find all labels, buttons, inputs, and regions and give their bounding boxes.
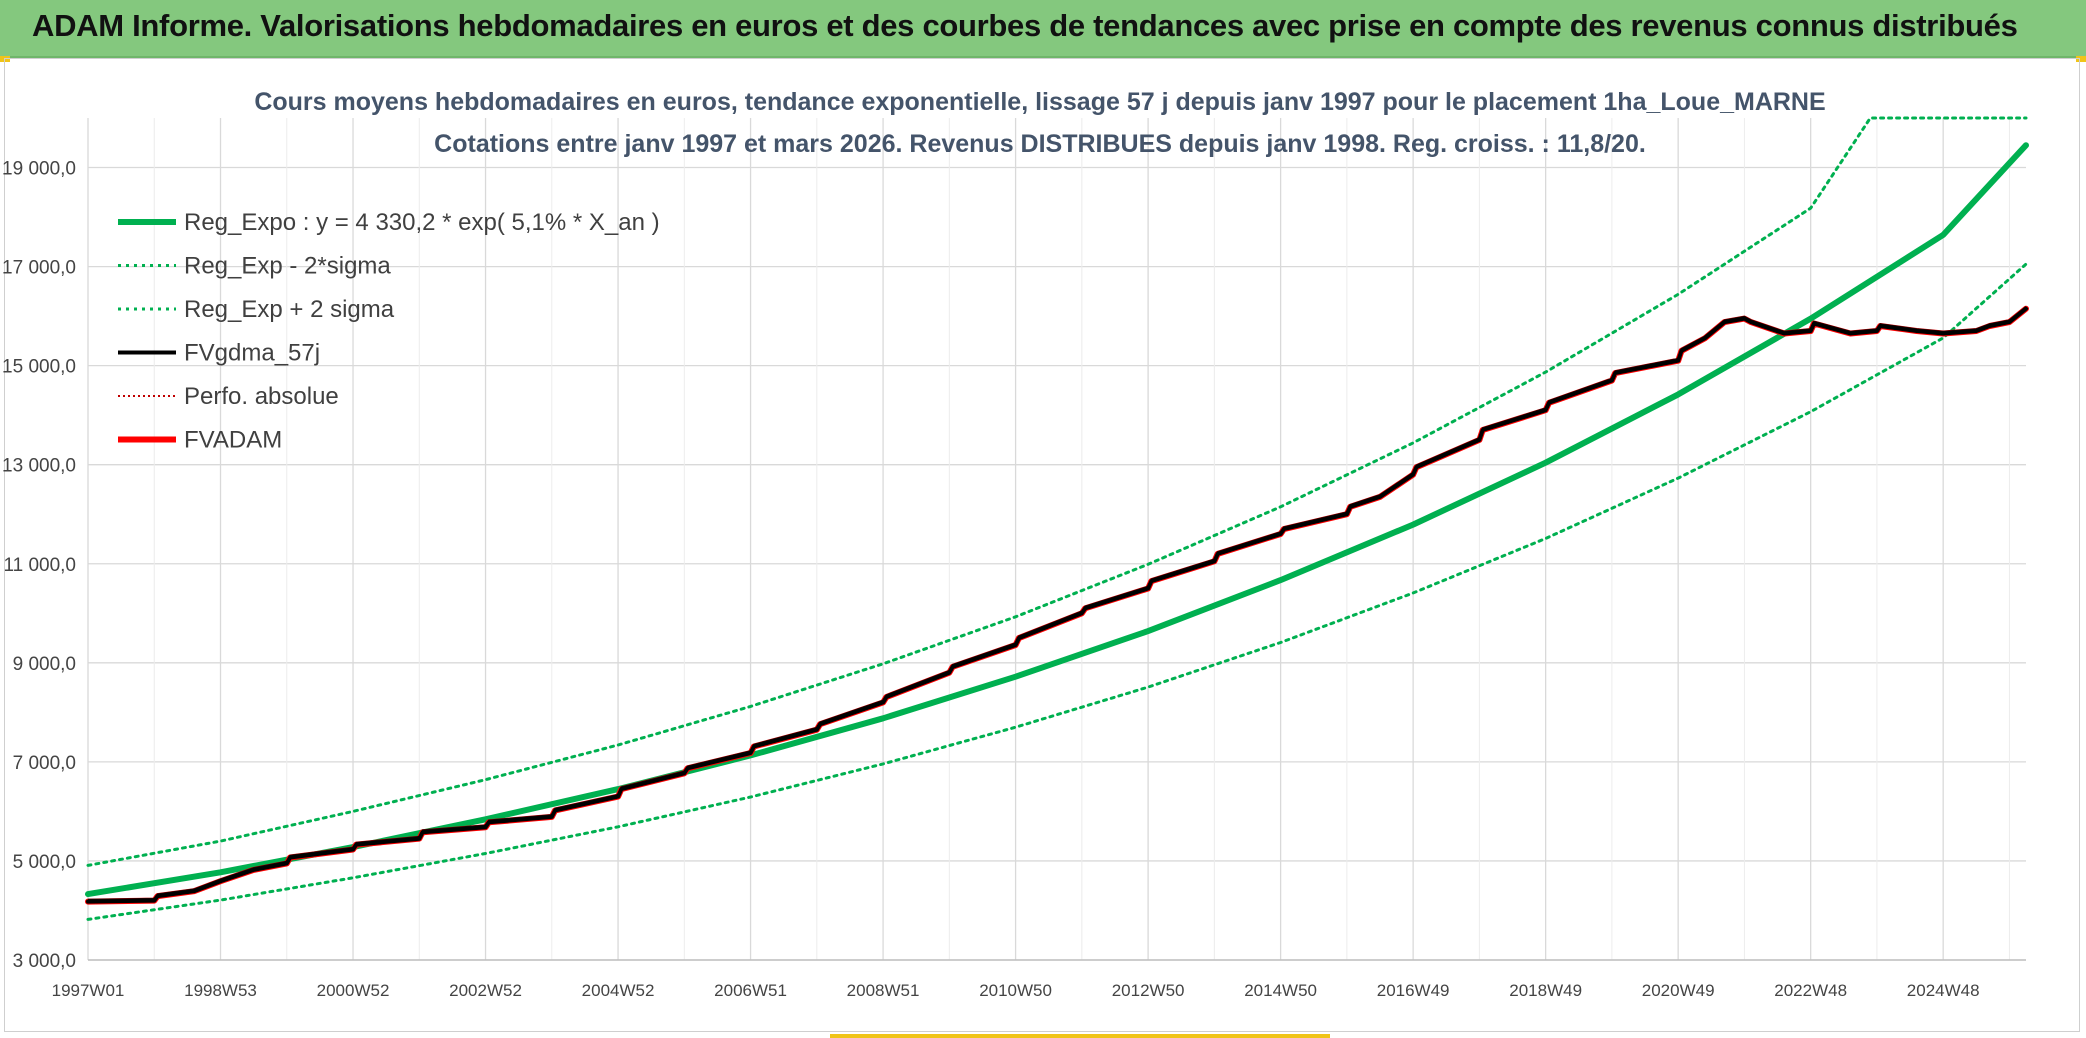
series-line-fvgdma-57j xyxy=(86,306,2028,904)
y-tick-label: 7 000,0 xyxy=(13,753,76,774)
y-tick-label: 9 000,0 xyxy=(13,654,76,675)
chart-title: Cours moyens hebdomadaires en euros, ten… xyxy=(254,88,1825,116)
series-line-reg-exp-2-sigma xyxy=(86,116,2028,867)
corner-marker-left xyxy=(0,56,10,62)
series-line-reg-exp-2-sigma xyxy=(86,262,2028,921)
x-tick-label: 2016W49 xyxy=(1377,981,1450,1000)
y-tick-label: 11 000,0 xyxy=(3,555,76,576)
x-tick-label: 2022W48 xyxy=(1774,981,1847,1000)
x-tick-label: 2006W51 xyxy=(714,981,787,1000)
x-tick-label: 2012W50 xyxy=(1112,981,1185,1000)
x-tick-label: 2000W52 xyxy=(317,981,390,1000)
legend-label: Reg_Exp - 2*sigma xyxy=(184,253,391,280)
legend: Reg_Expo : y = 4 330,2 * exp( 5,1% * X_a… xyxy=(118,209,660,454)
x-tick-label: 2010W50 xyxy=(979,981,1052,1000)
y-tick-label: 17 000,0 xyxy=(2,258,76,279)
legend-label: Perfo. absolue xyxy=(184,383,339,410)
chart-subtitle: Cotations entre janv 1997 et mars 2026. … xyxy=(434,130,1646,158)
legend-label: Reg_Expo : y = 4 330,2 * exp( 5,1% * X_a… xyxy=(184,209,660,236)
x-tick-label: 2014W50 xyxy=(1244,981,1317,1000)
legend-label: FVADAM xyxy=(184,427,282,454)
legend-label: Reg_Exp + 2 sigma xyxy=(184,296,395,323)
x-tick-label: 2018W49 xyxy=(1509,981,1582,1000)
y-tick-label: 19 000,0 xyxy=(2,159,76,180)
banner-title: ADAM Informe. Valorisations hebdomadaire… xyxy=(32,8,2018,43)
series-line-fvadam xyxy=(85,305,2029,905)
y-tick-label: 15 000,0 xyxy=(2,357,76,378)
x-tick-label: 2002W52 xyxy=(449,981,522,1000)
x-tick-label: 1997W01 xyxy=(52,981,125,1000)
title-banner: ADAM Informe. Valorisations hebdomadaire… xyxy=(0,0,2086,58)
corner-marker-right xyxy=(2076,56,2086,62)
grid-layer xyxy=(87,118,2026,961)
series-line-fvgdma-overlay xyxy=(87,306,2027,901)
bottom-accent-bar xyxy=(830,1034,1330,1038)
y-tick-label: 3 000,0 xyxy=(13,951,76,972)
x-tick-label: 2020W49 xyxy=(1642,981,1715,1000)
axis-layer: 3 000,0 5 000,0 7 000,0 9 000,0 11 000,0 13 0… xyxy=(2,159,2026,1000)
y-tick-label: 13 000,0 xyxy=(2,456,76,477)
x-tick-label: 2024W48 xyxy=(1907,981,1980,1000)
legend-label: FVgdma_57j xyxy=(184,340,320,367)
y-tick-label: 5 000,0 xyxy=(13,852,76,873)
chart-frame xyxy=(4,58,2080,1032)
series-layer xyxy=(85,116,2029,921)
x-tick-label: 2004W52 xyxy=(582,981,655,1000)
x-tick-label: 2008W51 xyxy=(847,981,920,1000)
x-tick-label: 1998W53 xyxy=(184,981,257,1000)
